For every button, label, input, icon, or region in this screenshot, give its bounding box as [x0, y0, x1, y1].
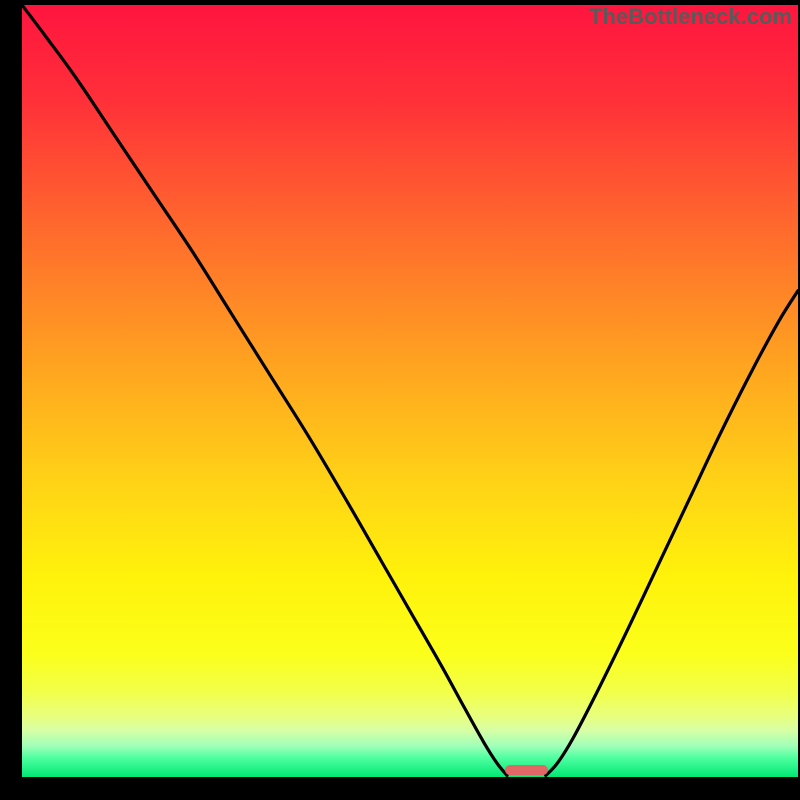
optimal-marker: [505, 765, 548, 775]
bottleneck-curve: [22, 5, 798, 777]
plot-area: [22, 5, 798, 777]
watermark-text: TheBottleneck.com: [589, 4, 792, 30]
chart-frame: TheBottleneck.com: [0, 0, 800, 800]
